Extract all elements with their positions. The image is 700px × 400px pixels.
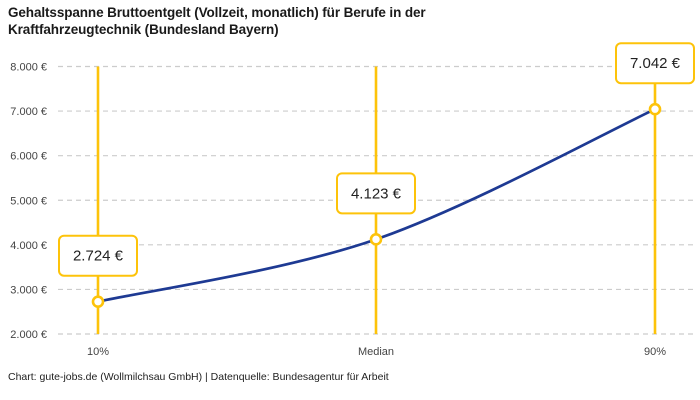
value-label: 2.724 € bbox=[73, 248, 124, 265]
value-label-box bbox=[615, 42, 695, 85]
source-attribution: Chart: gute-jobs.de (Wollmilchsau GmbH) … bbox=[8, 371, 389, 383]
page-title-line-1: Gehaltsspanne Bruttoentgelt (Vollzeit, m… bbox=[8, 5, 426, 20]
y-axis-tick-label: 8.000 € bbox=[10, 62, 47, 74]
page-title: Gehaltsspanne Bruttoentgelt (Vollzeit, m… bbox=[8, 4, 426, 39]
y-axis-tick-label: 5.000 € bbox=[10, 195, 47, 207]
y-axis-tick-label: 4.000 € bbox=[10, 240, 47, 252]
x-axis-tick-label: 10% bbox=[87, 346, 109, 358]
value-label: 7.042 € bbox=[630, 55, 681, 72]
y-axis-tick-label: 6.000 € bbox=[10, 151, 47, 163]
page-title-line-2: Kraftfahrzeugtechnik (Bundesland Bayern) bbox=[8, 22, 279, 38]
x-axis-tick-label: 90% bbox=[644, 346, 666, 358]
data-point bbox=[369, 233, 383, 246]
value-label: 4.123 € bbox=[351, 185, 402, 202]
y-axis-tick-label: 3.000 € bbox=[10, 284, 47, 296]
data-point bbox=[648, 102, 662, 116]
data-point bbox=[91, 295, 105, 309]
value-label-box bbox=[336, 172, 416, 215]
x-axis-tick-label: Median bbox=[358, 346, 394, 358]
y-axis-tick-label: 2.000 € bbox=[10, 329, 47, 341]
value-label-box bbox=[58, 234, 138, 277]
y-axis-tick-label: 7.000 € bbox=[10, 106, 47, 118]
